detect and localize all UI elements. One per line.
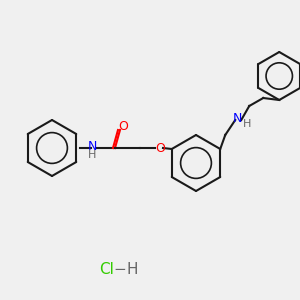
- Text: H: H: [126, 262, 138, 278]
- Text: N: N: [232, 112, 242, 125]
- Text: H: H: [88, 150, 96, 160]
- Text: Cl: Cl: [100, 262, 114, 278]
- Text: O: O: [118, 121, 128, 134]
- Text: O: O: [155, 142, 165, 154]
- Text: H: H: [243, 119, 251, 129]
- Text: −: −: [114, 262, 126, 278]
- Text: N: N: [87, 140, 97, 152]
